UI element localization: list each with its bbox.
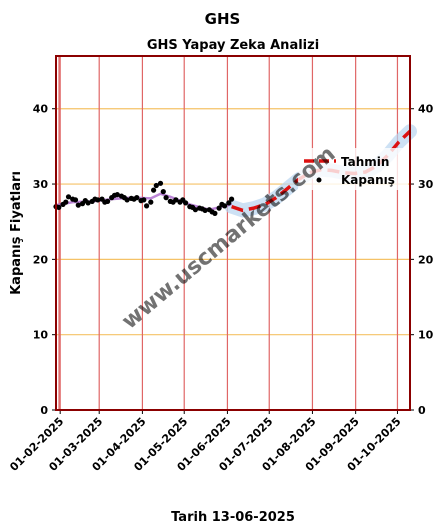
plot-frame — [55, 55, 411, 411]
close-point — [134, 195, 140, 201]
close-point — [192, 207, 198, 213]
close-point — [141, 197, 147, 203]
y-tick-label-right: 20 — [418, 253, 434, 266]
close-point — [63, 199, 69, 205]
y-tick-label-right: 30 — [418, 178, 434, 191]
close-point — [85, 200, 91, 206]
close-point — [222, 203, 228, 209]
close-point — [216, 205, 222, 211]
y-tick-label: 10 — [33, 329, 49, 342]
grid — [56, 56, 410, 410]
legend-label-close: Kapanış — [341, 173, 395, 187]
close-point — [56, 204, 62, 210]
close-point — [163, 195, 169, 201]
close-point — [65, 194, 72, 200]
y-tick-label-right: 0 — [418, 404, 426, 417]
y-tick-label: 20 — [33, 253, 49, 266]
legend-close-swatch — [316, 177, 322, 183]
y-tick-label-right: 10 — [418, 329, 434, 342]
legend-box — [298, 148, 408, 190]
close-point — [105, 198, 111, 204]
close-point — [183, 200, 189, 206]
x-axis-label: Tarih 13-06-2025 — [171, 510, 295, 525]
y-tick-label: 30 — [33, 178, 49, 191]
close-point — [75, 202, 81, 208]
y-axis-label: Kapanış Fiyatları — [9, 171, 24, 295]
y-tick-label: 0 — [40, 404, 48, 417]
close-point — [157, 180, 164, 186]
legend: Tahmin Kapanış — [298, 148, 408, 190]
close-point — [229, 196, 235, 202]
close-point — [173, 197, 179, 203]
close-point — [72, 197, 79, 203]
watermark: www.uscmarkets.com — [117, 142, 340, 335]
close-point — [95, 197, 101, 203]
chart-title: GHS Yapay Zeka Analizi — [147, 38, 319, 53]
close-point — [114, 192, 120, 198]
close-point — [202, 207, 208, 213]
close-point — [212, 210, 218, 216]
close-point — [151, 187, 157, 193]
chart-suptitle: GHS — [205, 10, 241, 28]
close-point — [160, 189, 166, 195]
close-point — [153, 182, 159, 189]
y-tick-label: 40 — [33, 103, 49, 116]
close-point — [124, 197, 130, 203]
close-point — [144, 203, 150, 209]
y-tick-label-right: 40 — [418, 103, 434, 116]
legend-label-forecast: Tahmin — [341, 155, 389, 169]
close-point — [226, 200, 232, 206]
close-point — [148, 199, 154, 205]
